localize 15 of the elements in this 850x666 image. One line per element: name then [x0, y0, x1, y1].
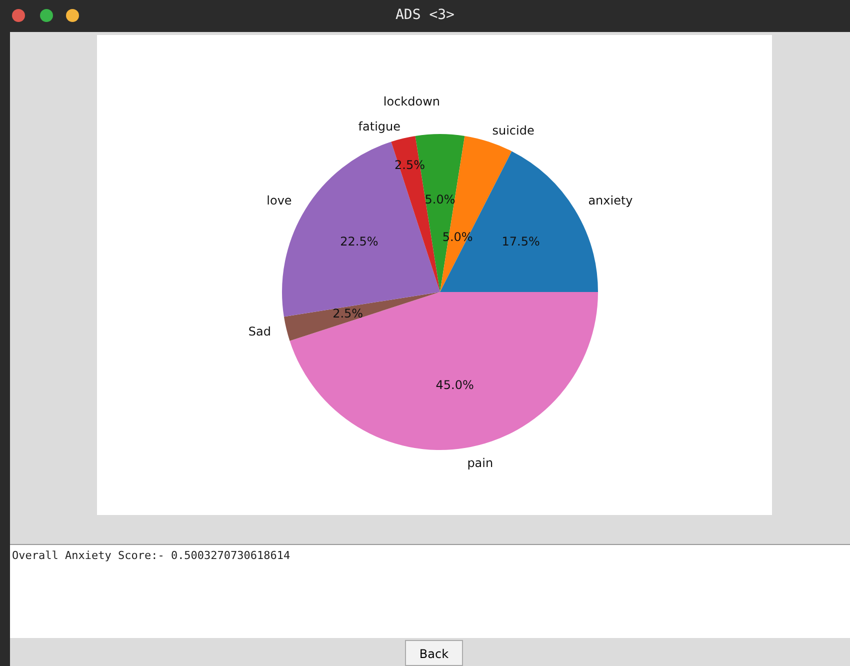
slice-label: Sad: [248, 324, 271, 339]
data-label: 17.5%: [502, 234, 540, 249]
text: Overall Anxiety Score:- 0.5003270730618614: [12, 549, 290, 562]
slice-label: lockdown: [383, 94, 440, 109]
data-label: 45.0%: [436, 378, 474, 392]
slice-label: pain: [467, 456, 494, 470]
text: Back: [405, 640, 463, 666]
slice-label: fatigue: [358, 120, 401, 134]
data-label: 2.5%: [332, 306, 364, 320]
slice-label: suicide: [492, 123, 534, 138]
slice-label: love: [266, 193, 292, 208]
data-label: 5.0%: [424, 192, 456, 206]
data-label: 22.5%: [340, 234, 378, 249]
slice-label: anxiety: [588, 193, 633, 208]
chart-title: ADS <3>: [394, 7, 456, 23]
